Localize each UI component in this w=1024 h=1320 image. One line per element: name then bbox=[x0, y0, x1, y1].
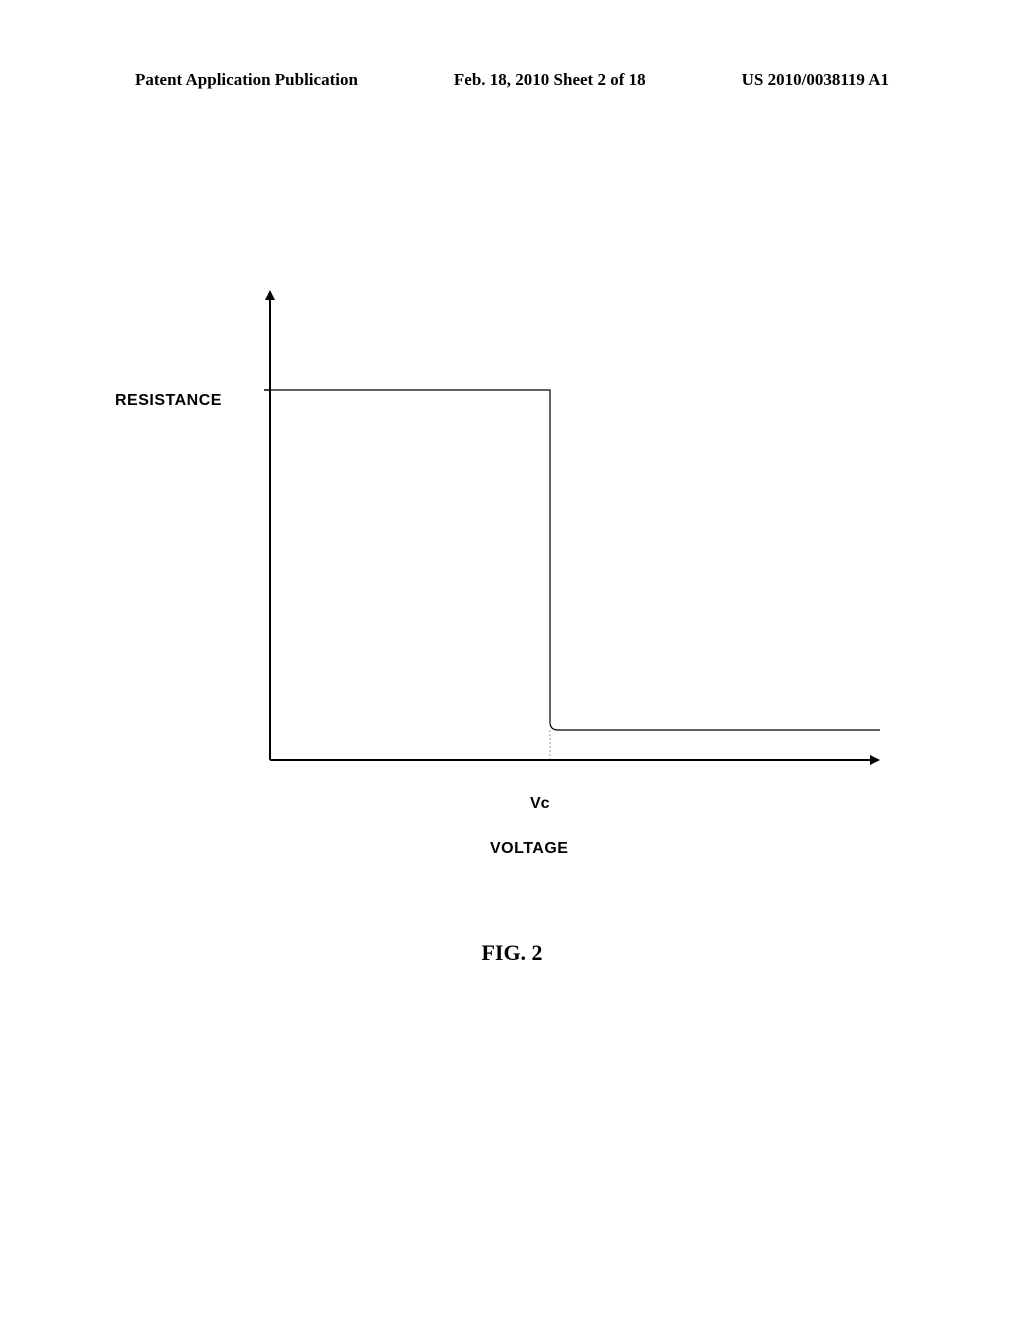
vc-marker-label: Vc bbox=[530, 795, 550, 813]
chart-svg bbox=[260, 280, 900, 800]
x-axis-label: VOLTAGE bbox=[490, 840, 568, 858]
resistance-voltage-chart: RESISTANCE Vc VOLTAGE bbox=[140, 280, 900, 840]
header-date-sheet: Feb. 18, 2010 Sheet 2 of 18 bbox=[454, 70, 646, 90]
page-header: Patent Application Publication Feb. 18, … bbox=[0, 70, 1024, 90]
y-axis-label: RESISTANCE bbox=[115, 392, 222, 410]
header-publication: Patent Application Publication bbox=[135, 70, 358, 90]
figure-label: FIG. 2 bbox=[0, 940, 1024, 966]
header-patent-number: US 2010/0038119 A1 bbox=[742, 70, 889, 90]
